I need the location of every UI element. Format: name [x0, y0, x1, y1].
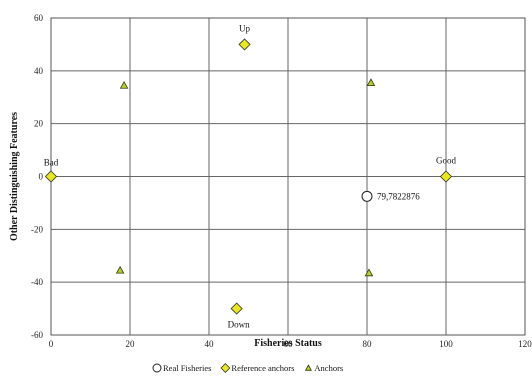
point-label: Up — [239, 23, 250, 33]
y-tick-label: -60 — [31, 330, 43, 340]
point-label: Good — [436, 156, 456, 166]
reference-anchors-point — [44, 170, 58, 183]
legend-entry: Anchors — [314, 363, 343, 373]
legend-marker — [220, 363, 231, 373]
x-tick-label: 40 — [205, 339, 215, 349]
y-tick-label: 20 — [34, 119, 44, 129]
anchors-point — [115, 265, 125, 274]
point-label: Bad — [44, 158, 59, 168]
y-tick-label: 40 — [34, 66, 44, 76]
point-labels: 79,7822876 Bad Up Good Down — [44, 23, 457, 329]
x-tick-label: 0 — [49, 339, 54, 349]
y-tick-label: 60 — [34, 13, 44, 23]
legend-entry: Real Fisheries — [163, 363, 211, 373]
x-tick-label: 80 — [363, 339, 373, 349]
data-points — [44, 38, 453, 315]
x-tick-label: 100 — [439, 339, 453, 349]
grid-lines — [50, 17, 526, 336]
point-label: 79,7822876 — [377, 191, 420, 201]
anchors-point — [366, 78, 376, 87]
x-axis-ticks: 0 20 40 60 80 100 120 — [49, 339, 532, 349]
legend: Real Fisheries Reference anchors Anchors — [152, 363, 343, 373]
x-tick-label: 60 — [284, 339, 294, 349]
x-tick-label: 120 — [518, 339, 532, 349]
legend-marker — [152, 363, 162, 373]
reference-anchors-point — [230, 302, 243, 315]
anchors-point — [364, 268, 374, 277]
legend-marker — [304, 364, 312, 371]
y-tick-label: -20 — [31, 224, 43, 234]
anchors-point — [119, 80, 129, 89]
y-axis-ticks: 60 40 20 0 -20 -40 -60 — [31, 13, 44, 340]
legend-entry: Reference anchors — [231, 363, 294, 373]
x-tick-label: 20 — [126, 339, 136, 349]
x-axis-title: Fisheries Status — [254, 338, 322, 349]
point-label: Down — [228, 320, 250, 330]
real-fisheries-point — [361, 190, 373, 202]
y-axis-title: Other Distinguishing Features — [9, 112, 20, 241]
reference-anchors-point — [238, 38, 251, 51]
y-tick-label: -40 — [31, 277, 43, 287]
y-tick-label: 0 — [39, 172, 44, 182]
reference-anchors-point — [439, 170, 453, 183]
